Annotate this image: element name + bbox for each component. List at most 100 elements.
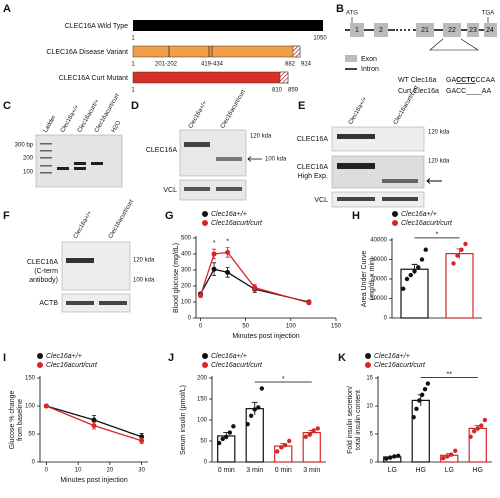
data-point (225, 269, 231, 275)
size-marker: 100 (23, 170, 34, 176)
data-point (198, 293, 204, 299)
data-point (455, 253, 460, 258)
data-point (283, 443, 288, 448)
zoom-bracket (429, 38, 480, 51)
legend-label: Clec16a+/+ (374, 353, 410, 360)
data-point (471, 429, 477, 434)
blot-band (184, 187, 210, 191)
data-point (441, 455, 446, 461)
y-tick-label: 150 (25, 376, 36, 382)
bar (245, 408, 264, 463)
data-point (245, 422, 250, 427)
legend-label: Clec16acurt/curt (211, 220, 263, 227)
panel-label: B (336, 3, 344, 15)
y-tick-label: 0 (204, 460, 208, 466)
y-tick-label: 40000 (370, 238, 387, 244)
panel-label: K (338, 352, 346, 364)
data-point (482, 417, 488, 423)
y-tick-label: 5 (370, 432, 374, 438)
protein-bar (132, 71, 289, 84)
exon (416, 23, 434, 37)
x-tick-label: 3 min (303, 467, 320, 474)
exon (484, 23, 497, 37)
gel-band (40, 143, 52, 145)
blot-band (66, 258, 94, 263)
blot-band (66, 301, 94, 305)
y-axis-label: Glucose % change (9, 391, 16, 450)
y-tick-label: 50 (200, 439, 207, 445)
data-point (311, 428, 316, 433)
data-point (225, 249, 231, 255)
data-point (423, 247, 428, 252)
size-marker: 100 kda (133, 278, 155, 284)
data-point (307, 432, 312, 437)
data-point (417, 398, 422, 403)
data-point (401, 286, 406, 291)
row-name: High Exp. (298, 173, 328, 180)
blot-band (184, 142, 210, 147)
data-point (468, 434, 473, 439)
legend-marker (37, 362, 43, 368)
hatch-region (292, 45, 301, 58)
position-label: 201-202 (155, 62, 178, 68)
panel-f: F Clec16a+/+ Clec16acurt/curt CLEC16A (C… (3, 199, 155, 313)
panel-label: D (131, 100, 139, 112)
exon-label: 21 (421, 27, 429, 34)
y-tick-label: 400 (181, 252, 192, 258)
y-tick-label: 15 (366, 376, 373, 382)
y-axis-label: Fold insulin secretion/ (347, 386, 354, 454)
exon (374, 23, 388, 37)
blot (331, 155, 425, 189)
legend-label: Clec16acurt/curt (211, 362, 263, 369)
exon-label: 24 (486, 27, 494, 34)
lane-label: Clec16a+/+ (73, 210, 94, 240)
gel-band (74, 162, 86, 165)
x-tick-label: 100 (286, 324, 297, 330)
data-point (416, 265, 421, 270)
legend-label: Clec16acurt/curt (46, 362, 98, 369)
y-axis-label: Blood glucose (mg/dL) (173, 243, 180, 313)
gel (35, 134, 123, 188)
position-label: 810 (272, 88, 283, 94)
panel-e: E Clec16a+/+ Clec16acurt/curt CLEC16A CL… (297, 85, 450, 208)
gel-band (40, 172, 52, 174)
data-point (279, 445, 284, 450)
arrow (247, 156, 262, 162)
x-tick-label: 0 (199, 324, 203, 330)
legend-label: Intron (361, 66, 379, 73)
legend-exon (345, 55, 357, 62)
seq-part: GA (446, 77, 456, 84)
data-point (91, 423, 97, 429)
data-point (315, 426, 320, 431)
data-point (422, 387, 428, 392)
significance: * (213, 240, 216, 247)
y-tick-label: 500 (181, 236, 192, 242)
y-tick-label: 0 (188, 316, 192, 322)
blot (331, 191, 425, 208)
data-point (449, 452, 454, 457)
blot (61, 293, 131, 313)
data-point (220, 436, 225, 442)
protein-bar (132, 45, 301, 58)
series-line (199, 251, 310, 304)
position-label: 1 (131, 88, 135, 94)
legend-label: Clec16a+/+ (401, 211, 437, 218)
panel-label: F (3, 210, 10, 222)
row-name: (C-term (34, 268, 58, 275)
panel-label: G (165, 210, 174, 222)
sequence: GACC____AA (446, 88, 491, 95)
data-point (411, 415, 416, 420)
y-tick-label: 0 (32, 460, 36, 466)
gel-band (40, 150, 52, 152)
y-tick-label: 20000 (370, 277, 387, 283)
data-point (408, 272, 413, 278)
legend-marker (202, 211, 208, 217)
significance: * (436, 232, 439, 239)
data-point (475, 426, 480, 431)
y-tick-label: 30000 (370, 257, 387, 263)
stop-codon: TGA (482, 11, 494, 17)
bar (400, 268, 429, 319)
data-point (256, 405, 261, 410)
data-point (412, 269, 417, 274)
